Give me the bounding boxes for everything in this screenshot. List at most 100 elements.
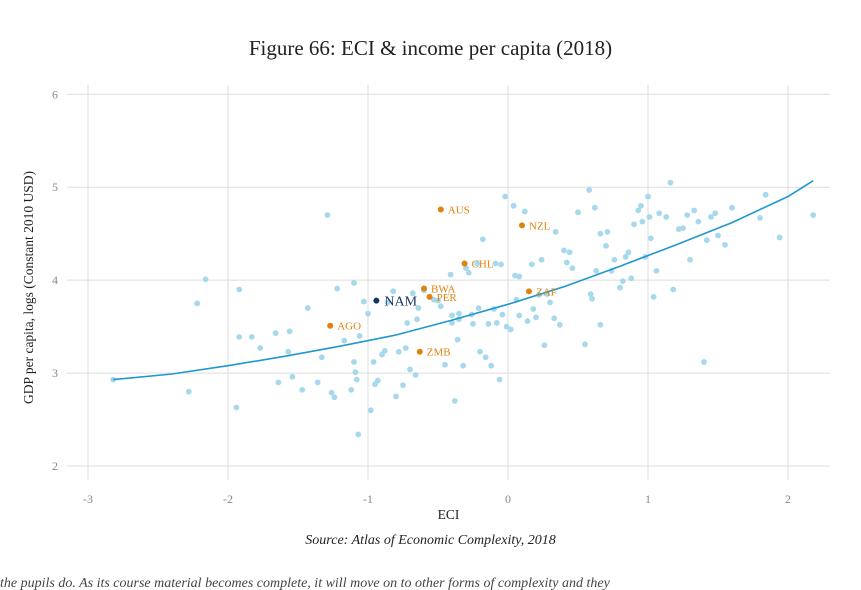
data-point (367, 407, 374, 414)
y-axis-label: GDP per capita, logs (Constant 2010 USD) (21, 171, 36, 404)
data-point (561, 247, 567, 254)
data-point (528, 261, 535, 268)
highlight-label-chl: CHL (472, 258, 494, 270)
data-point (516, 312, 523, 319)
data-point (407, 366, 413, 373)
highlight-point-ago (327, 322, 334, 329)
data-point (454, 336, 461, 343)
highlight-label-per: PER (437, 292, 458, 304)
highlight-label-zaf: ZAF (536, 286, 557, 298)
data-point (680, 225, 686, 232)
data-point (360, 298, 367, 305)
data-point (493, 320, 500, 326)
data-point (603, 242, 609, 249)
highlight-point-nzl (519, 222, 525, 229)
data-point (663, 214, 670, 220)
data-point (351, 359, 357, 365)
data-point (762, 191, 769, 198)
y-tick-label: 3 (52, 366, 58, 380)
data-point (499, 311, 506, 318)
data-point (353, 376, 360, 383)
data-point (551, 315, 558, 322)
data-point (477, 348, 483, 355)
data-point (547, 299, 553, 306)
data-point (465, 269, 472, 276)
data-point (646, 214, 653, 220)
data-point (645, 193, 651, 200)
data-point (712, 210, 719, 217)
data-point (628, 275, 635, 282)
data-point (374, 377, 381, 384)
data-point (286, 328, 293, 335)
data-point (474, 260, 481, 267)
grid-lines (67, 85, 830, 480)
body-text-fragment: the pupils do. As its course material be… (0, 576, 610, 590)
data-point (299, 386, 306, 393)
data-point (285, 348, 292, 355)
highlight-label-zmb: ZMB (427, 347, 451, 359)
data-point (776, 234, 783, 241)
highlight-label-ago: AGO (337, 321, 361, 333)
y-tick-label: 2 (52, 459, 58, 473)
data-point (402, 345, 409, 351)
data-point (355, 431, 362, 438)
data-point (341, 337, 348, 344)
data-point (449, 312, 455, 319)
focus-point-nam (373, 297, 380, 304)
data-point (328, 389, 335, 396)
data-point (757, 215, 763, 221)
highlight-point-zaf (526, 288, 532, 295)
data-point (334, 285, 341, 292)
data-point (541, 342, 548, 349)
data-point (460, 362, 467, 369)
highlight-label-bwa: BWA (431, 284, 456, 296)
data-point (687, 256, 693, 263)
focus-label-nam: NAM (384, 295, 417, 310)
data-point (617, 284, 623, 291)
data-point (507, 326, 514, 333)
x-tick-labels: -3 -2 -1 0 1 2 (83, 492, 791, 506)
data-point (331, 394, 338, 401)
data-point (503, 323, 510, 330)
data-point (202, 276, 209, 283)
data-point (384, 299, 391, 306)
highlight-label-nzl: NZL (529, 220, 551, 232)
data-point (492, 260, 499, 267)
data-point (470, 320, 476, 327)
data-points (110, 179, 817, 438)
data-point (619, 278, 626, 285)
data-point (275, 379, 282, 386)
data-point (400, 382, 406, 389)
data-point (566, 249, 573, 256)
data-point (810, 212, 817, 219)
data-point (185, 388, 192, 395)
data-point (393, 393, 399, 400)
data-point (530, 306, 537, 312)
data-point (351, 280, 357, 286)
highlight-label-aus: AUS (448, 205, 470, 217)
data-point (575, 209, 581, 216)
data-point (631, 221, 637, 228)
data-point (538, 256, 545, 263)
data-point (591, 204, 598, 211)
data-point (510, 202, 517, 209)
data-point (404, 320, 411, 326)
data-point (314, 379, 321, 386)
data-point (304, 305, 311, 311)
data-point (656, 210, 663, 217)
data-point (318, 354, 325, 361)
data-point (437, 303, 444, 310)
highlight-point-zmb (416, 348, 423, 355)
data-point (442, 361, 448, 368)
data-point (257, 345, 264, 351)
data-point (356, 333, 363, 339)
data-point (604, 228, 611, 235)
data-point (447, 271, 454, 278)
data-point (593, 267, 600, 274)
data-point (524, 318, 531, 324)
highlight-point-chl (461, 260, 468, 267)
data-point (435, 297, 441, 304)
data-point (488, 362, 495, 369)
